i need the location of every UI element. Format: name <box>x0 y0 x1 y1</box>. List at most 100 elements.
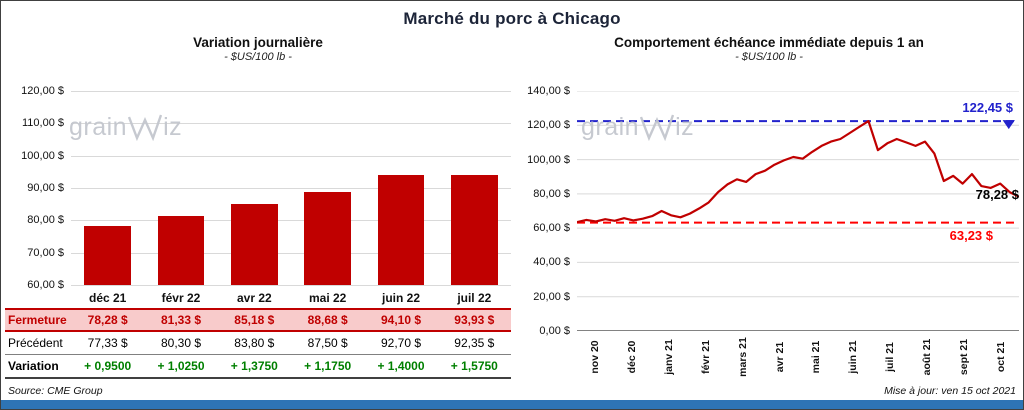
y-tick-label: 100,00 $ <box>21 149 64 162</box>
left-gridlines <box>71 91 511 286</box>
yearly-trend-chart: Comportement échéance immédiate depuis 1… <box>519 35 1019 383</box>
left-chart-title: Variation journalière <box>193 35 323 50</box>
precedent-value: 87,50 $ <box>307 336 348 350</box>
bar <box>230 203 278 285</box>
bar-slot <box>218 91 291 285</box>
fermeture-value: 78,28 $ <box>87 313 128 327</box>
max-price-label: 122,45 $ <box>962 100 1013 116</box>
y-tick-label: 20,00 $ <box>533 290 570 303</box>
y-tick-label: 80,00 $ <box>27 214 64 227</box>
y-tick-label: 0,00 $ <box>539 325 570 337</box>
x-tick-label: août 21 <box>920 338 933 376</box>
variation-value: + 1,4000 <box>377 359 425 373</box>
bar-slot <box>364 91 437 285</box>
x-tick-label: juin 21 <box>847 340 860 374</box>
bar <box>84 225 132 285</box>
variation-value: + 1,0250 <box>157 359 205 373</box>
left-y-axis: 120,00 $ 110,00 $ 100,00 $ 90,00 $ 80,00 $ 70… <box>5 85 71 291</box>
y-tick-label: 60,00 $ <box>533 222 570 235</box>
precedent-value: 92,35 $ <box>454 336 495 350</box>
bar <box>377 174 425 285</box>
gridline <box>71 155 511 157</box>
x-tick-label: déc 20 <box>626 340 639 374</box>
right-plot-area: grain iz 122,45 $ 78,28 $ 63,23 $ <box>577 91 1019 331</box>
right-y-axis: 140,00 $ 120,00 $ 100,00 $ 80,00 $ 60,00 $ 40… <box>519 85 577 337</box>
table-row-variation: Variation + 0,9500 + 1,0250 + 1,3750 + 1… <box>5 355 511 379</box>
x-tick-label: juil 21 <box>884 342 897 372</box>
category-label: déc 21 <box>88 290 127 305</box>
daily-variation-chart: Variation journalière - $US/100 lb - 120… <box>5 35 511 379</box>
x-tick-label: sept 21 <box>957 338 970 376</box>
x-tick-label: oct 21 <box>994 341 1007 373</box>
x-tick-label: mars 21 <box>736 337 749 377</box>
table-row-fermeture: Fermeture 78,28 $ 81,33 $ 85,18 $ 88,68 … <box>5 308 511 332</box>
gridline <box>71 220 511 222</box>
fermeture-value: 81,33 $ <box>160 313 202 327</box>
line-chart-svg <box>577 91 1019 331</box>
precedent-value: 83,80 $ <box>234 336 275 350</box>
row-label-fermeture: Fermeture <box>8 313 67 327</box>
category-label: mai 22 <box>308 290 347 305</box>
x-tick-label: févr 21 <box>699 340 712 374</box>
y-tick-label: 90,00 $ <box>27 182 64 194</box>
last-price-label: 78,28 $ <box>975 186 1019 202</box>
x-tick-label: mai 21 <box>810 340 823 374</box>
gridline <box>71 91 511 92</box>
gridline <box>71 123 511 125</box>
right-x-axis: nov 20 déc 20 janv 21 févr 21 mars 21 avr 21 m… <box>577 331 1019 383</box>
precedent-value: 80,30 $ <box>160 336 202 350</box>
bottom-accent-bar <box>1 400 1023 409</box>
bar <box>450 175 498 285</box>
variation-value: + 1,3750 <box>230 359 278 373</box>
variation-value: + 1,5750 <box>450 359 498 373</box>
y-tick-label: 70,00 $ <box>27 246 64 259</box>
page-title: Marché du porc à Chicago <box>403 9 621 28</box>
gridline <box>71 252 511 254</box>
table-row-precedent: Précédent 77,33 $ 80,30 $ 83,80 $ 87,50 … <box>5 332 511 355</box>
bar-slot <box>438 91 511 285</box>
row-label-precedent: Précédent <box>8 336 63 350</box>
bar-category-row: déc 21 févr 22 avr 22 mai 22 juin 22 jui… <box>5 287 511 308</box>
y-tick-label: 110,00 $ <box>21 117 64 130</box>
bar <box>157 216 205 285</box>
variation-value: + 1,1750 <box>304 359 352 373</box>
y-tick-label: 100,00 $ <box>527 153 570 166</box>
bar <box>304 192 352 285</box>
gridline <box>71 188 511 189</box>
left-chart-subtitle: - $US/100 lb - <box>224 51 292 63</box>
bar-slot <box>71 91 144 285</box>
category-label: juin 22 <box>381 290 420 305</box>
update-note: Mise à jour: ven 15 oct 2021 <box>884 385 1016 397</box>
precedent-value: 92,70 $ <box>380 336 422 350</box>
row-label-variation: Variation <box>8 359 59 373</box>
y-tick-label: 120,00 $ <box>527 119 570 132</box>
min-price-label: 63,23 $ <box>949 227 993 243</box>
y-tick-label: 40,00 $ <box>533 256 570 269</box>
variation-value: + 0,9500 <box>84 359 132 373</box>
x-tick-label: nov 20 <box>589 340 602 374</box>
right-chart-subtitle: - $US/100 lb - <box>735 51 803 63</box>
fermeture-value: 93,93 $ <box>454 313 495 327</box>
category-label: juil 22 <box>457 290 492 305</box>
y-tick-label: 120,00 $ <box>21 85 64 97</box>
precedent-value: 77,33 $ <box>87 336 128 350</box>
x-tick-label: avr 21 <box>773 341 786 373</box>
category-label: avr 22 <box>236 290 272 305</box>
bar-slot <box>291 91 364 285</box>
gridline <box>71 285 511 286</box>
y-tick-label: 140,00 $ <box>527 85 570 97</box>
right-chart-title: Comportement échéance immédiate depuis 1… <box>614 35 924 50</box>
y-tick-label: 60,00 $ <box>27 279 64 291</box>
bar-series <box>71 91 511 285</box>
category-label: févr 22 <box>161 290 201 305</box>
left-plot-area: grain iz <box>69 91 511 286</box>
x-tick-label: janv 21 <box>663 339 676 375</box>
fermeture-value: 88,68 $ <box>307 313 348 327</box>
source-note: Source: CME Group <box>8 385 103 397</box>
left-chart-area: 120,00 $ 110,00 $ 100,00 $ 90,00 $ 80,00 $ 70… <box>5 85 511 291</box>
fermeture-value: 85,18 $ <box>234 313 275 327</box>
fermeture-value: 94,10 $ <box>380 313 422 327</box>
bar-slot <box>144 91 217 285</box>
right-chart-area: 140,00 $ 120,00 $ 100,00 $ 80,00 $ 60,00 $ 40… <box>519 85 1019 337</box>
